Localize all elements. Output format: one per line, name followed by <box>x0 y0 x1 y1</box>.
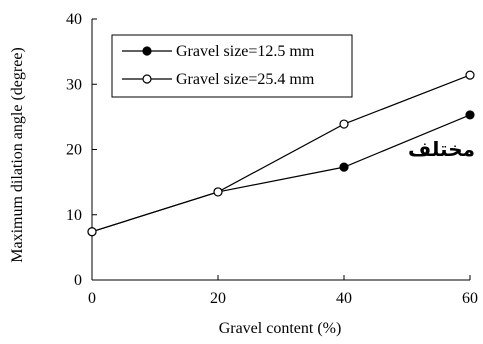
series-1 <box>87 110 475 237</box>
legend-label: Gravel size=12.5 mm <box>176 43 315 60</box>
legend-marker <box>142 46 152 56</box>
legend-box <box>111 34 353 98</box>
series-2 <box>87 70 475 237</box>
data-point <box>339 119 349 129</box>
legend: Gravel size=12.5 mm Gravel size=25.4 mm <box>111 34 353 98</box>
series-line <box>91 74 471 233</box>
series-layer <box>87 70 475 237</box>
annotation-label: مختلف <box>408 137 475 161</box>
y-tick-label: 30 <box>66 76 82 93</box>
y-tick-label: 0 <box>74 272 82 289</box>
data-point <box>213 187 223 197</box>
legend-entry-1: Gravel size=12.5 mm <box>122 43 315 60</box>
legend-marker <box>142 74 152 84</box>
x-tick-label: 0 <box>88 290 96 307</box>
x-axis-label: Gravel content (%) <box>219 320 342 337</box>
y-axis-label: Maximum dilation angle (degree) <box>9 47 26 262</box>
y-tick-label: 20 <box>66 142 82 159</box>
data-point <box>339 162 349 172</box>
x-tick-label: 20 <box>210 290 226 307</box>
data-point <box>465 110 475 120</box>
x-tick-label: 40 <box>336 290 352 307</box>
y-tick-label: 40 <box>66 11 82 28</box>
data-point <box>87 227 97 237</box>
y-axis-ticks: 0 10 20 30 40 <box>66 11 97 289</box>
y-tick-label: 10 <box>66 207 82 224</box>
legend-label: Gravel size=25.4 mm <box>176 71 315 88</box>
x-axis-ticks: 0 20 40 60 <box>88 275 478 307</box>
x-tick-label: 60 <box>462 290 478 307</box>
data-point <box>465 70 475 80</box>
legend-entry-2: Gravel size=25.4 mm <box>122 71 315 88</box>
